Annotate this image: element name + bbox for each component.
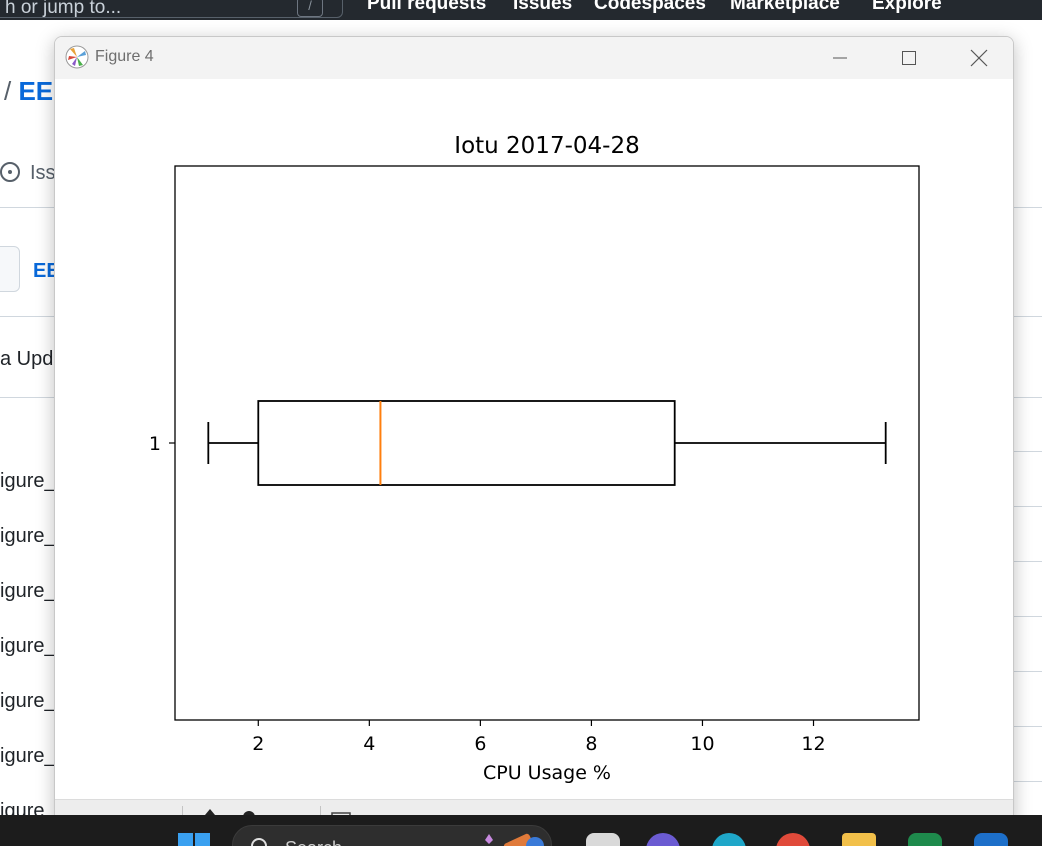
windows-start-icon[interactable] (178, 833, 212, 846)
search-shortcut-key: / (297, 0, 323, 17)
tab-issues[interactable]: Iss (0, 162, 56, 185)
box-iqr (257, 400, 676, 486)
x-tick-label: 10 (690, 733, 714, 755)
row-divider (1014, 506, 1042, 507)
maximize-button[interactable] (886, 37, 932, 79)
excel-icon[interactable] (908, 833, 942, 846)
minimize-button[interactable] (817, 37, 863, 79)
repo-link[interactable]: EE (33, 260, 60, 282)
issue-opened-icon (0, 162, 20, 182)
breadcrumb-separator: / (4, 76, 12, 106)
teams-icon[interactable] (646, 833, 680, 846)
minimize-icon (833, 57, 847, 59)
taskbar-search-input[interactable]: Search (232, 825, 552, 846)
edge-icon[interactable] (712, 833, 746, 846)
breadcrumb: / EE (4, 76, 53, 107)
notepad-icon[interactable] (586, 833, 620, 846)
copilot-highlight-icon (485, 833, 544, 846)
x-tick-label: 4 (363, 733, 375, 755)
window-titlebar[interactable]: Figure 4 (55, 37, 1013, 79)
x-tick-label: 8 (585, 733, 597, 755)
row-divider (1014, 616, 1042, 617)
github-search-input[interactable]: h or jump to... / (0, 0, 343, 18)
pan-icon[interactable] (203, 808, 217, 822)
matplotlib-app-icon (65, 45, 89, 69)
figure-canvas: Iotu 2017-04-28 2 4 6 8 10 12 1 CPU Usage % (149, 133, 920, 784)
github-header: h or jump to... / Pull requests Issues C… (0, 0, 1042, 20)
file-row-link[interactable]: igure_ (0, 745, 56, 767)
nav-marketplace[interactable]: Marketplace (730, 0, 840, 14)
outlook-icon[interactable] (974, 833, 1008, 846)
nav-issues[interactable]: Issues (513, 0, 573, 14)
maximize-icon (902, 51, 916, 65)
chrome-icon[interactable] (776, 833, 810, 846)
x-tick-label: 6 (474, 733, 486, 755)
search-icon (251, 838, 267, 846)
close-button[interactable] (956, 37, 1002, 79)
x-tick-label: 2 (252, 733, 264, 755)
file-row-link[interactable]: igure_ (0, 635, 56, 657)
nav-explore[interactable]: Explore (872, 0, 942, 14)
nav-codespaces[interactable]: Codespaces (594, 0, 706, 14)
figure-window: Figure 4 Iotu 2017-04-28 2 4 6 8 10 12 1 CPU U… (54, 36, 1014, 826)
window-title: Figure 4 (95, 48, 154, 65)
file-explorer-icon[interactable] (842, 833, 876, 846)
x-tick-label: 12 (801, 733, 825, 755)
close-icon (970, 49, 988, 67)
nav-pull-requests[interactable]: Pull requests (367, 0, 487, 14)
x-axis-label: CPU Usage % (483, 762, 611, 784)
y-tick-label: 1 (149, 433, 161, 455)
branch-select-button[interactable] (0, 246, 20, 292)
file-row-link[interactable]: igure_ (0, 690, 56, 712)
file-row-link[interactable]: igure_ (0, 470, 56, 492)
row-divider (1014, 561, 1042, 562)
github-search-text: h or jump to... (5, 0, 122, 18)
chart-title: Iotu 2017-04-28 (454, 133, 639, 159)
tab-issues-label: Iss (30, 162, 56, 184)
breadcrumb-repo-link[interactable]: EE (18, 76, 54, 106)
file-row-link[interactable]: igure_ (0, 580, 56, 602)
file-row-link[interactable]: igure_ (0, 525, 56, 547)
latest-commit-message[interactable]: a Upda (0, 348, 65, 370)
row-divider (1014, 451, 1042, 452)
row-divider (1014, 726, 1042, 727)
taskbar-search-placeholder: Search (285, 838, 342, 846)
taskbar: Search (0, 815, 1042, 846)
row-divider (1014, 781, 1042, 782)
row-divider (1014, 671, 1042, 672)
